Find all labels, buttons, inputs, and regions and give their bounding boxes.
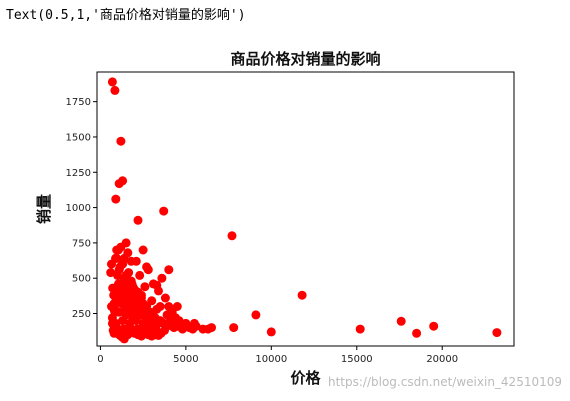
y-tick-label: 500 [72,274,91,285]
scatter-point [189,318,199,328]
scatter-point [126,256,136,266]
scatter-point [172,302,182,311]
scatter-point [169,323,179,333]
y-tick-label: 250 [72,309,91,320]
x-tick-label: 20000 [426,354,458,365]
scatter-point [159,206,169,216]
x-tick-label: 10000 [255,354,287,365]
watermark: https://blog.csdn.net/weixin_42510109 [328,375,562,389]
scatter-point [251,310,261,320]
scatter-point [106,268,116,278]
scatter-point [160,326,169,335]
scatter-point [118,296,128,306]
scatter-point [135,270,145,280]
scatter-point [412,328,422,338]
scatter-point [164,265,174,275]
scatter-point [207,323,216,333]
scatter-point [128,282,138,292]
scatter-points [106,77,502,344]
scatter-point [160,293,170,303]
scatter-point [148,310,157,320]
scatter-point [155,302,165,311]
scatter-point [118,176,128,186]
scatter-point [136,293,146,303]
output-text: Text(0.5,1,'商品价格对销量的影响') [6,8,246,23]
scatter-point [297,290,307,300]
y-ticks: 250 500 750 1000 1250 1500 1750 [66,97,97,320]
y-tick-label: 750 [72,238,91,249]
scatter-point [152,280,162,290]
scatter-point [429,321,439,331]
axes-frame [96,71,515,347]
scatter-point [396,316,406,326]
scatter-point [116,136,126,146]
x-tick-label: 15000 [341,354,373,365]
y-tick-label: 1750 [66,97,91,108]
scatter-point [227,231,237,241]
scatter-point [110,85,120,95]
y-tick-label: 1500 [66,132,91,143]
scatter-point [107,77,117,87]
y-tick-label: 1000 [66,203,91,214]
scatter-point [123,248,133,258]
scatter-point [113,307,123,317]
y-axis-label: 销量 [35,194,53,224]
scatter-point [142,262,152,272]
x-tick-label: 0 [97,354,103,365]
scatter-point [229,323,239,333]
scatter-point [157,273,167,283]
chart-title: 商品价格对销量的影响 [230,50,380,68]
scatter-point [133,215,143,225]
scatter-point [118,259,128,269]
scatter-point [154,330,163,340]
x-tick-label: 5000 [173,354,198,365]
scatter-point [138,245,148,255]
scatter-point [119,334,129,344]
scatter-point [266,327,276,337]
x-ticks: 0 5000 10000 15000 20000 [97,346,458,365]
scatter-point [142,304,152,314]
scatter-point [140,282,150,292]
scatter-point [147,296,157,306]
x-axis-label: 价格 [290,369,321,387]
scatter-point [198,324,208,334]
scatter-point [112,253,122,263]
scatter-point [355,324,365,334]
y-tick-label: 1250 [66,168,91,179]
scatter-point [492,328,502,338]
scatter-point [111,194,121,204]
scatter-point [113,245,123,255]
